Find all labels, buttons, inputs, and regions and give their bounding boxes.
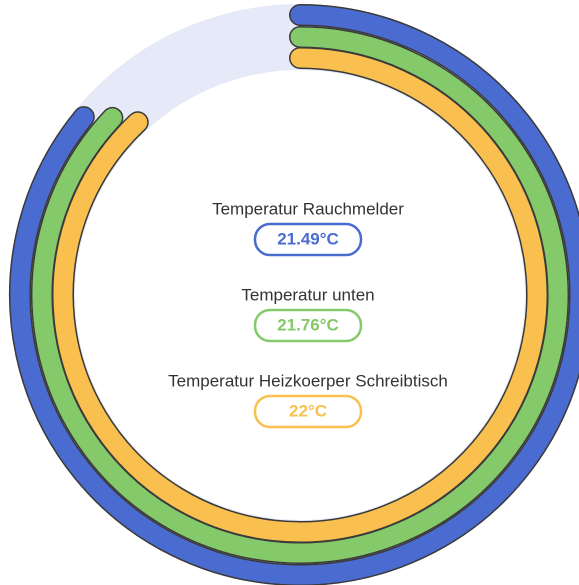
bar [10, 5, 579, 585]
value-label: 21.76°C [277, 315, 339, 334]
series-name: Temperatur Heizkoerper Schreibtisch [168, 371, 448, 390]
bar [32, 27, 568, 563]
series-name: Temperatur Rauchmelder [212, 199, 404, 218]
value-pill [253, 394, 363, 429]
bar [53, 48, 547, 542]
value-pill [253, 308, 363, 343]
value-label: 21.49°C [277, 229, 339, 248]
value-pill [253, 222, 363, 257]
value-label: 22°C [289, 401, 327, 420]
series-name: Temperatur unten [241, 285, 374, 304]
